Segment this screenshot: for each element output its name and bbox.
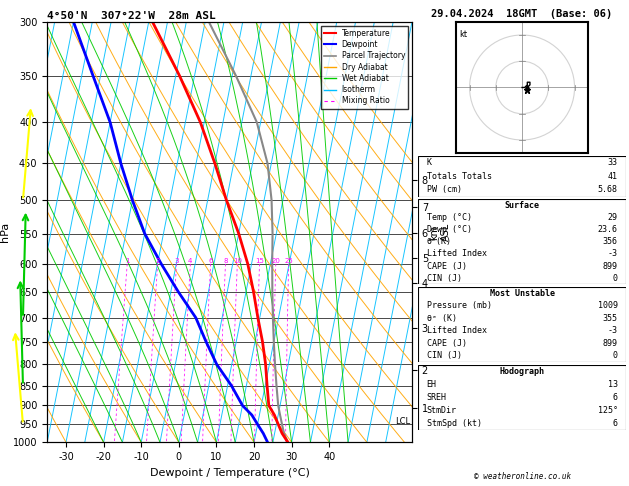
Text: 899: 899 [603, 339, 618, 348]
Text: 1009: 1009 [598, 301, 618, 310]
Text: SREH: SREH [426, 393, 447, 402]
Text: Hodograph: Hodograph [499, 366, 545, 376]
Text: 5.68: 5.68 [598, 186, 618, 194]
Text: 4: 4 [188, 258, 192, 264]
Text: 125°: 125° [598, 406, 618, 415]
Text: Most Unstable: Most Unstable [489, 289, 555, 297]
Text: StmSpd (kt): StmSpd (kt) [426, 419, 482, 428]
Text: 0: 0 [613, 351, 618, 360]
Text: 29: 29 [608, 213, 618, 222]
Text: kt: kt [459, 30, 467, 39]
Text: 29.04.2024  18GMT  (Base: 06): 29.04.2024 18GMT (Base: 06) [431, 9, 613, 19]
Text: 13: 13 [608, 380, 618, 389]
Text: 6: 6 [613, 419, 618, 428]
Text: 6: 6 [613, 393, 618, 402]
Text: CIN (J): CIN (J) [426, 351, 462, 360]
Text: 6: 6 [208, 258, 213, 264]
Text: Totals Totals: Totals Totals [426, 172, 492, 181]
Text: 15: 15 [255, 258, 264, 264]
Text: 899: 899 [603, 261, 618, 271]
Legend: Temperature, Dewpoint, Parcel Trajectory, Dry Adiabat, Wet Adiabat, Isotherm, Mi: Temperature, Dewpoint, Parcel Trajectory… [321, 26, 408, 108]
Text: 355: 355 [603, 313, 618, 323]
Text: 10: 10 [233, 258, 242, 264]
Text: Pressure (mb): Pressure (mb) [426, 301, 492, 310]
Text: Lifted Index: Lifted Index [426, 249, 487, 259]
Text: Surface: Surface [504, 201, 540, 210]
Text: 4°50'N  307°22'W  28m ASL: 4°50'N 307°22'W 28m ASL [47, 11, 216, 21]
Y-axis label: hPa: hPa [0, 222, 10, 242]
Text: 356: 356 [603, 237, 618, 246]
Text: CAPE (J): CAPE (J) [426, 261, 467, 271]
Text: θᵉ(K): θᵉ(K) [426, 237, 452, 246]
Text: θᵉ (K): θᵉ (K) [426, 313, 457, 323]
Text: Dewp (°C): Dewp (°C) [426, 225, 472, 234]
Text: 20: 20 [271, 258, 280, 264]
Text: PW (cm): PW (cm) [426, 186, 462, 194]
Text: LCL: LCL [395, 417, 410, 426]
Text: EH: EH [426, 380, 437, 389]
Text: 25: 25 [284, 258, 293, 264]
Text: 2: 2 [155, 258, 160, 264]
Text: K: K [426, 158, 431, 167]
Text: 0: 0 [613, 274, 618, 283]
Text: CIN (J): CIN (J) [426, 274, 462, 283]
Text: 1: 1 [125, 258, 130, 264]
Text: 23.6: 23.6 [598, 225, 618, 234]
Text: 8: 8 [223, 258, 228, 264]
Text: StmDir: StmDir [426, 406, 457, 415]
Text: 41: 41 [608, 172, 618, 181]
Text: 33: 33 [608, 158, 618, 167]
Y-axis label: km
ASL: km ASL [430, 223, 451, 241]
Text: Lifted Index: Lifted Index [426, 326, 487, 335]
Text: -3: -3 [608, 249, 618, 259]
Text: Temp (°C): Temp (°C) [426, 213, 472, 222]
Text: 3: 3 [174, 258, 179, 264]
Text: -3: -3 [608, 326, 618, 335]
Text: © weatheronline.co.uk: © weatheronline.co.uk [474, 472, 571, 481]
Text: CAPE (J): CAPE (J) [426, 339, 467, 348]
X-axis label: Dewpoint / Temperature (°C): Dewpoint / Temperature (°C) [150, 468, 309, 478]
